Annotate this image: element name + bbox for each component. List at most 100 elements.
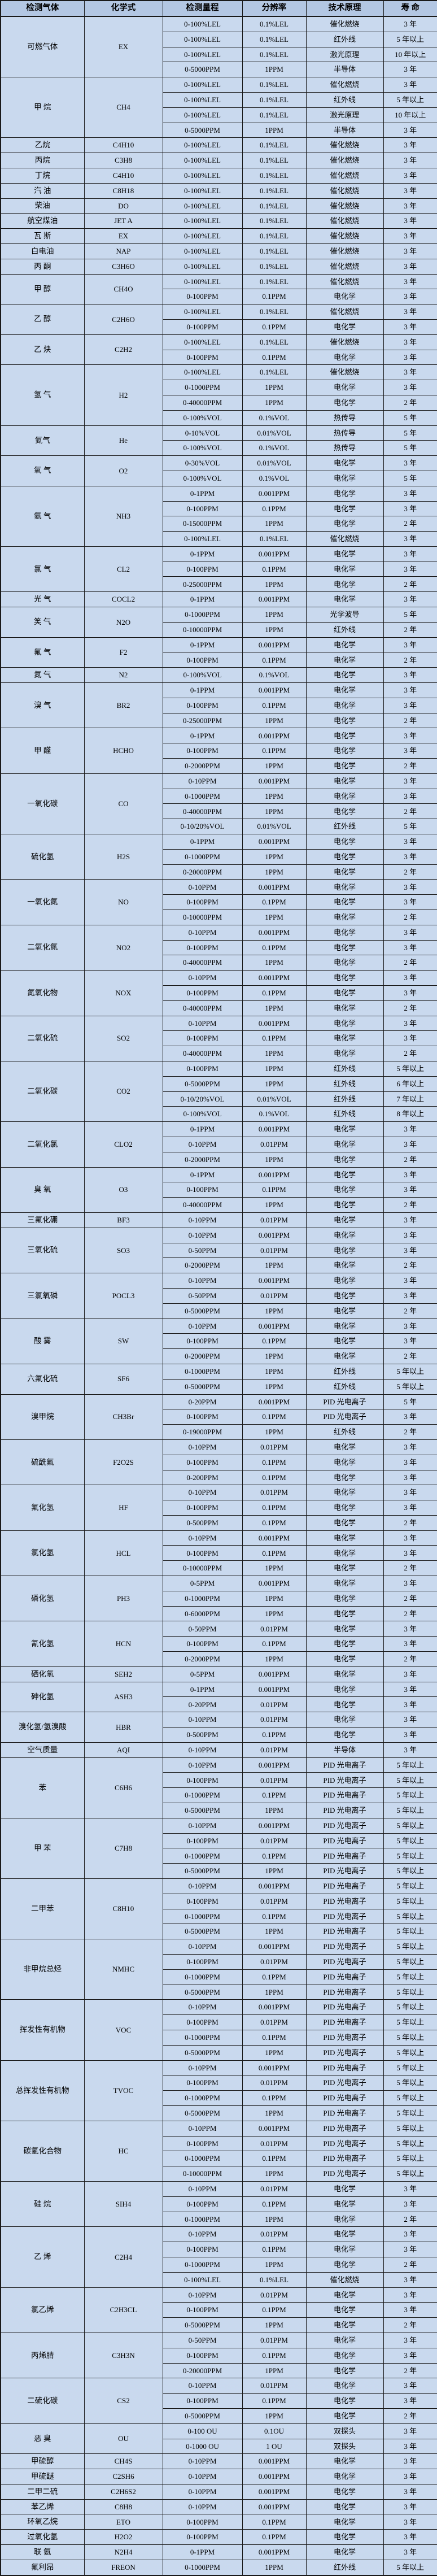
principle-cell: 电化学	[305, 591, 384, 608]
range-cell: 0-5000PPM	[162, 1924, 243, 1940]
principle-cell: PID 光电离子	[305, 1409, 384, 1425]
range-cell: 0-5PPM	[162, 1666, 243, 1682]
principle-cell: PID 光电离子	[305, 1833, 384, 1849]
resolution-cell: 0.1PPM	[242, 1515, 307, 1531]
table-row: 氰化氢 HCN 0-50PPM 0.01PPM 电化学 3 年	[0, 1621, 437, 1667]
resolution-cell: 0.001PPM	[242, 1318, 307, 1334]
gas-name-cell: 瓦 斯	[0, 228, 85, 244]
table-row: 0-100PPM 0.01PPM PID 光电离子 5 年以上	[1, 1893, 437, 1909]
table-row: 0-200PPM 0.1PPM 电化学 3 年	[1, 1469, 437, 1486]
range-cell: 0-1000PPM	[162, 607, 243, 623]
range-cell: 0-100%VOL	[162, 1106, 243, 1122]
table-row: 苯乙烯 C8H8 0-10PPM 0.001PPM 电化学 3 年	[0, 2499, 437, 2515]
principle-cell: 电化学	[305, 2211, 384, 2227]
table-row: 0-6000PPM 1PPM 电化学 2 年	[1, 1605, 437, 1622]
formula-cell: H2O2	[84, 2529, 163, 2545]
range-cell: 0-100PPM	[162, 1636, 243, 1652]
gas-name-cell: 溴化氢/氢溴酸	[0, 1712, 85, 1743]
resolution-cell: 0.001PPM	[242, 2544, 307, 2560]
resolution-cell: 0.1PPM	[242, 1454, 307, 1470]
principle-cell: 电化学	[305, 1605, 384, 1622]
lifespan-cell: 5 年以上	[383, 2105, 437, 2121]
table-row: 甲 烷 CH4 0-100%LEL 0.1%LEL 催化燃烧 3 年	[0, 77, 437, 138]
resolution-cell: 0.001PPM	[242, 1576, 307, 1591]
formula-cell: ASH3	[84, 1681, 163, 1713]
lifespan-cell: 2 年	[383, 758, 437, 774]
lifespan-cell: 3 年	[383, 2438, 437, 2455]
table-row: 乙 炔 C2H2 0-100%LEL 0.1%LEL 催化燃烧 3 年	[0, 334, 437, 365]
resolution-cell: 1PPM	[242, 788, 307, 804]
lifespan-cell: 2 年	[383, 712, 437, 729]
range-cell: 0-100%LEL	[162, 167, 243, 184]
range-cell: 0-100PPM	[162, 1954, 243, 1970]
column-header-range: 检测量程	[162, 0, 243, 17]
table-row: 氯化氢 HCL 0-10PPM 0.001PPM 电化学 3 年	[0, 1530, 437, 1577]
range-cell: 0-100%VOL	[162, 667, 243, 684]
formula-cell: COCL2	[84, 591, 163, 608]
lifespan-cell: 5 年以上	[383, 1848, 437, 1864]
range-cell: 0-100%VOL	[162, 410, 243, 426]
range-cell: 0-10PPM	[162, 1273, 243, 1289]
resolution-cell: 0.1PPM	[242, 2151, 307, 2167]
table-row: 砷化氢 ASH3 0-1PPM 0.001PPM 电化学 3 年	[0, 1681, 437, 1713]
lifespan-cell: 3 年	[383, 2347, 437, 2364]
resolution-cell: 1PPM	[242, 1257, 307, 1274]
gas-name-cell: 三氯氧磷	[0, 1273, 85, 1319]
lifespan-cell: 2 年	[383, 1605, 437, 1622]
resolution-cell: 0.001PPM	[242, 924, 307, 941]
resolution-cell: 0.1%LEL	[242, 228, 307, 244]
range-cell: 0-10PPM	[162, 1439, 243, 1455]
resolution-cell: 1PPM	[242, 576, 307, 593]
lifespan-cell: 5 年以上	[383, 1757, 437, 1773]
resolution-cell: 1PPM	[242, 62, 307, 78]
lifespan-cell: 3 年	[383, 2453, 437, 2470]
range-cell: 0-1000PPM	[162, 1969, 243, 1985]
lifespan-cell: 3 年	[383, 1666, 437, 1682]
formula-cell: EX	[84, 228, 163, 244]
table-row: 0-10/20%VOL 0.01%VOL 红外线 7 年以上	[1, 1091, 437, 1107]
formula-cell: C3H3N	[84, 2332, 163, 2379]
formula-cell: C8H18	[84, 182, 163, 199]
range-cell: 0-25000PPM	[162, 712, 243, 729]
principle-cell: PID 光电离子	[305, 2029, 384, 2046]
lifespan-cell: 3 年	[383, 728, 437, 744]
principle-cell: 电化学	[305, 2347, 384, 2364]
range-cell: 0-100PPM	[162, 1893, 243, 1909]
principle-cell: 催化燃烧	[305, 228, 384, 244]
lifespan-cell: 5 年以上	[383, 1893, 437, 1909]
lifespan-cell: 2 年	[383, 652, 437, 668]
principle-cell: 电化学	[305, 1303, 384, 1319]
lifespan-cell: 3 年	[383, 2483, 437, 2500]
principle-cell: PID 光电离子	[305, 1984, 384, 2000]
range-cell: 0-30%VOL	[162, 455, 243, 471]
formula-cell: HCHO	[84, 728, 163, 774]
range-cell: 0-100PPM	[162, 1333, 243, 1350]
resolution-cell: 0.1PPM	[242, 2302, 307, 2318]
formula-cell: He	[84, 425, 163, 456]
range-cell: 0-100%LEL	[162, 304, 243, 320]
table-row: 二氧化硫 SO2 0-10PPM 0.001PPM 电化学 3 年	[0, 1015, 437, 1061]
range-cell: 0-100%LEL	[162, 2272, 243, 2288]
principle-cell: 电化学	[305, 788, 384, 804]
range-cell: 0-1000PPM	[162, 1848, 243, 1864]
principle-cell: 电化学	[305, 2408, 384, 2424]
lifespan-cell: 5 年	[383, 819, 437, 835]
table-row: 总挥发性有机物 TVOC 0-10PPM 0.001PPM PID 光电离子 5 年以上	[0, 2060, 437, 2121]
principle-cell: PID 光电离子	[305, 1954, 384, 1970]
principle-cell: 半导体	[305, 62, 384, 78]
principle-cell: PID 光电离子	[305, 2166, 384, 2182]
range-cell: 0-5000PPM	[162, 1303, 243, 1319]
table-row: 0-2000PPM 1PPM 电化学 2 年	[1, 1151, 437, 1168]
formula-cell: CL2	[84, 546, 163, 593]
principle-cell: 半导体	[305, 1742, 384, 1758]
range-cell: 0-100PPM	[162, 2196, 243, 2212]
resolution-cell: 1PPM	[242, 1076, 307, 1092]
lifespan-cell: 5 年以上	[383, 1984, 437, 2000]
principle-cell: 电化学	[305, 394, 384, 411]
gas-name-cell: 二硫化碳	[0, 2378, 85, 2424]
table-row: 恶 臭 OU 0-100 OU 0.1OU 双探头 3 年	[0, 2423, 437, 2455]
resolution-cell: 0.1%VOL	[242, 440, 307, 456]
lifespan-cell: 3 年	[383, 2332, 437, 2348]
table-row: 0-5000PPM 1PPM PID 光电离子 5 年以上	[1, 1863, 437, 1879]
table-row: 甲 醇 CH4O 0-100%LEL 0.1%LEL 催化燃烧 3 年	[0, 273, 437, 305]
